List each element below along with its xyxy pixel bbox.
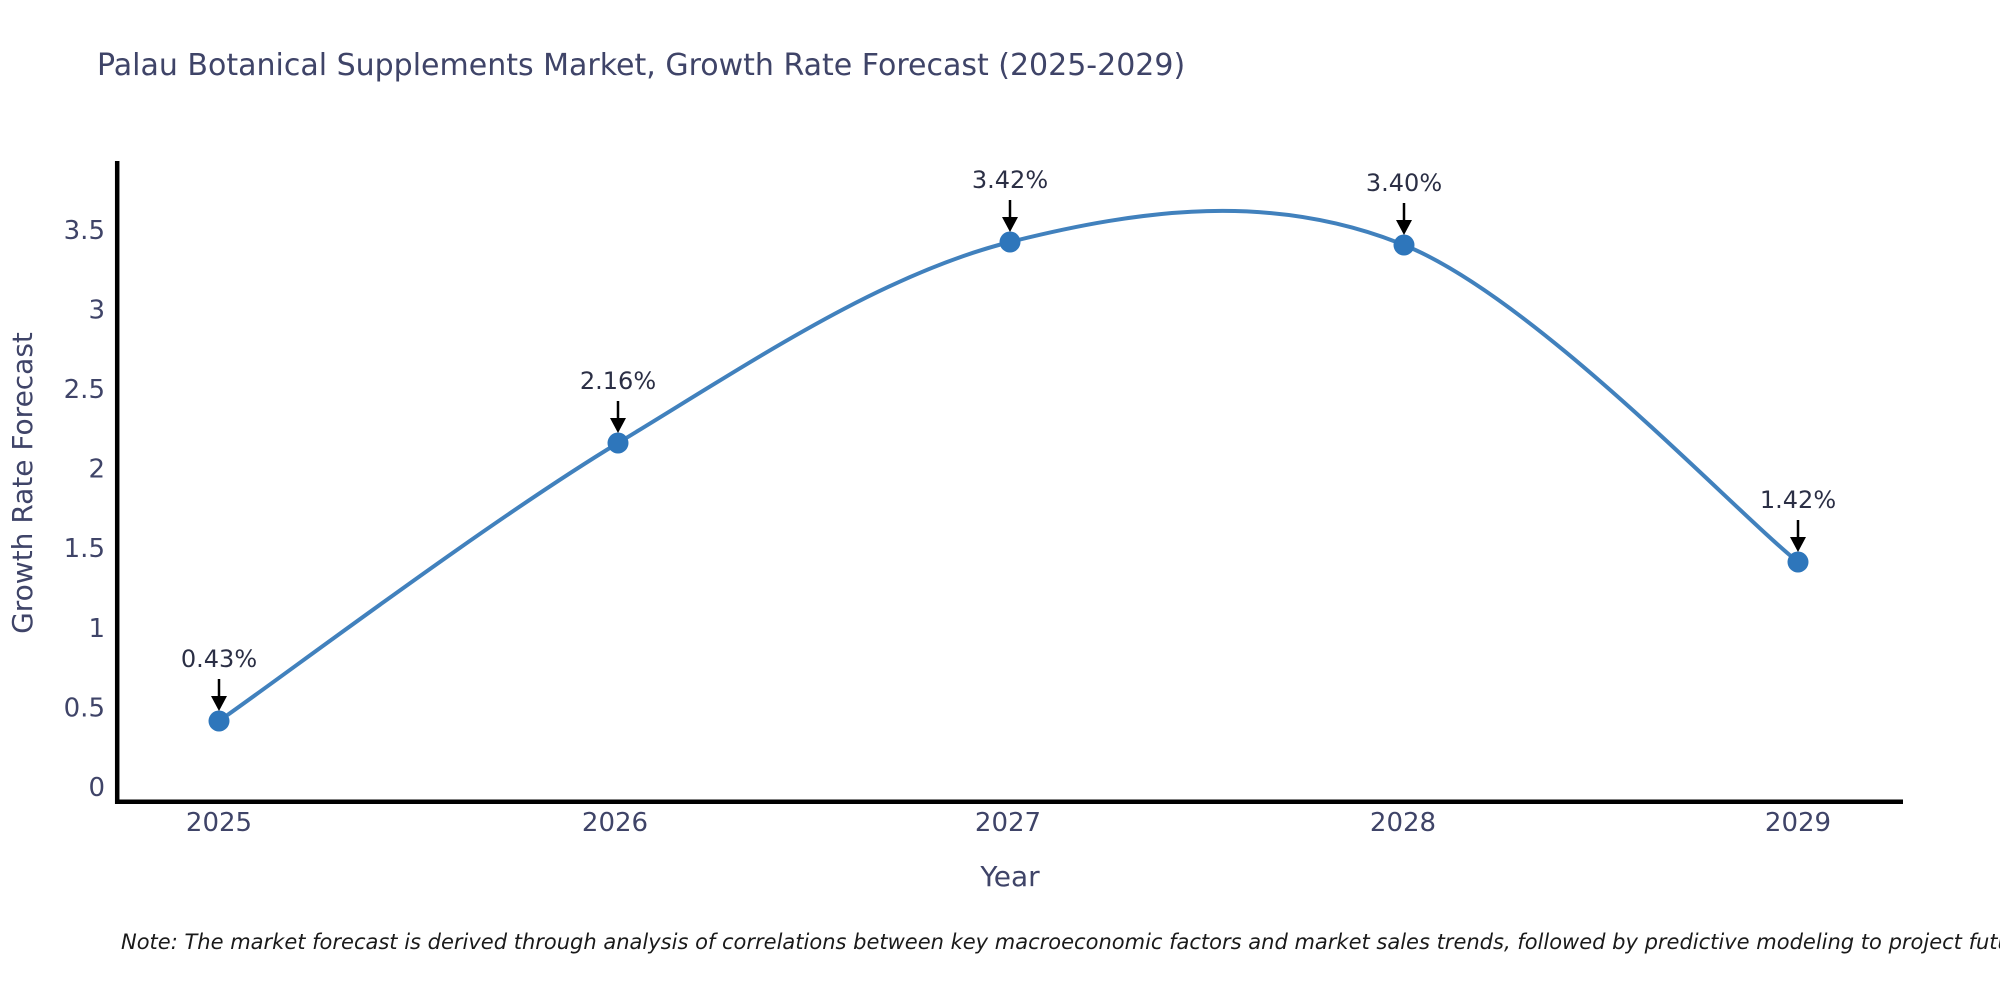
point-label-2025: 0.43%	[181, 645, 257, 673]
y-tick-1_5: 1.5	[64, 534, 105, 564]
x-tick-2029: 2029	[1765, 808, 1831, 838]
x-tick-2027: 2027	[975, 808, 1041, 838]
point-label-2029: 1.42%	[1760, 486, 1836, 514]
x-tick-2025: 2025	[186, 808, 252, 838]
x-axis-label: Year	[979, 860, 1040, 893]
y-tick-3: 3	[88, 295, 105, 325]
annotation-arrow-2027	[1002, 200, 1018, 232]
data-point-marker-2029	[1787, 551, 1809, 573]
y-tick-3_5: 3.5	[64, 216, 105, 246]
annotation-arrow-2026	[610, 401, 626, 433]
data-point-marker-2025	[208, 710, 230, 732]
data-point-marker-2027	[999, 231, 1021, 253]
annotation-arrow-2025	[211, 679, 227, 711]
point-label-2028: 3.40%	[1366, 169, 1442, 197]
y-tick-2_5: 2.5	[64, 375, 105, 405]
y-tick-2: 2	[88, 455, 105, 485]
axis-spines	[114, 161, 1903, 805]
y-tick-0: 0	[88, 773, 105, 803]
x-tick-2026: 2026	[582, 808, 648, 838]
point-label-2027: 3.42%	[972, 166, 1048, 194]
y-axis-label: Growth Rate Forecast	[6, 332, 39, 634]
chart-title: Palau Botanical Supplements Market, Grow…	[97, 48, 1185, 83]
chart-footnote: Note: The market forecast is derived thr…	[121, 930, 2000, 954]
annotation-arrow-2029	[1790, 520, 1806, 552]
point-label-2026: 2.16%	[580, 367, 656, 395]
forecast-line	[217, 208, 1800, 723]
x-tick-2028: 2028	[1370, 808, 1436, 838]
data-point-marker-2028	[1393, 234, 1415, 256]
annotation-arrow-2028	[1396, 203, 1412, 235]
y-tick-1: 1	[88, 614, 105, 644]
y-tick-0_5: 0.5	[64, 693, 105, 723]
data-point-marker-2026	[607, 432, 629, 454]
